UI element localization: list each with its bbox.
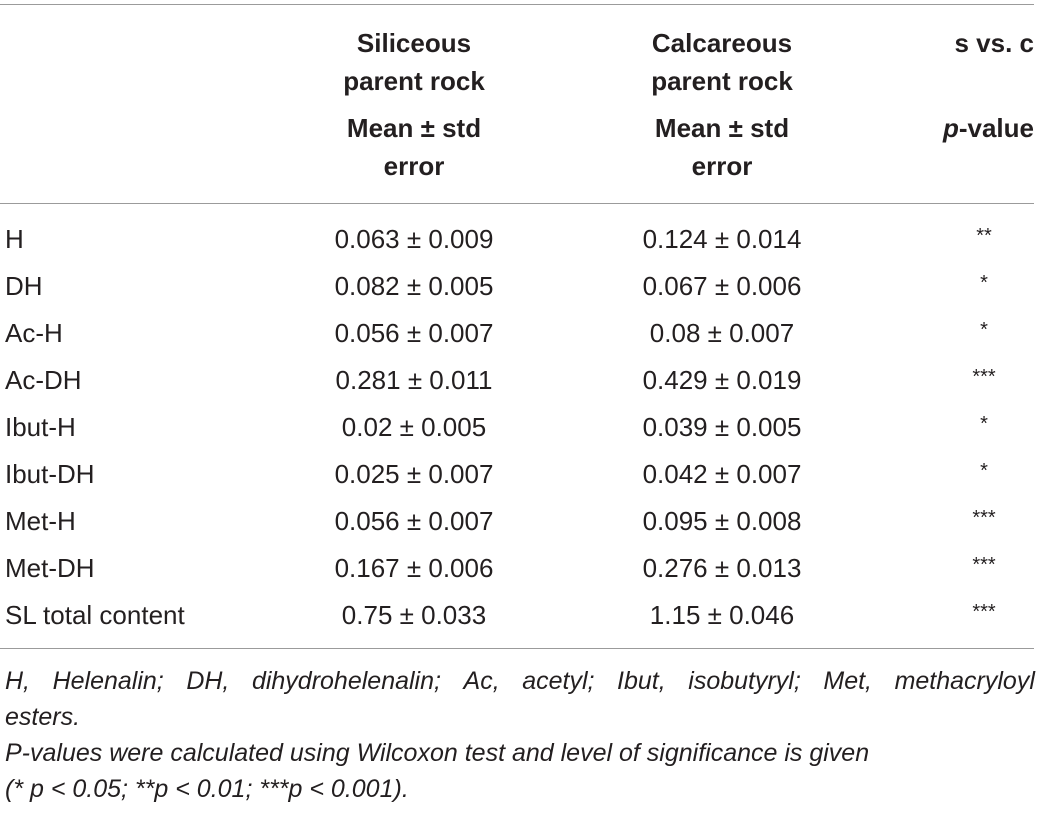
footnote-word: H, bbox=[5, 667, 30, 695]
footnote-word: dihydrohelenalin; bbox=[251, 667, 441, 695]
table-row: SL total content 0.75 ± 0.033 1.15 ± 0.0… bbox=[0, 592, 1034, 639]
row-significance: *** bbox=[972, 554, 996, 576]
table-row: Ac-H 0.056 ± 0.007 0.08 ± 0.007 * bbox=[0, 310, 1034, 357]
table-row: Ibut-H 0.02 ± 0.005 0.039 ± 0.005 * bbox=[0, 404, 1034, 451]
footnote-pvalues: P-values were calculated using Wilcoxon … bbox=[5, 735, 1035, 807]
header-pvalue-label: p-value bbox=[900, 109, 1034, 147]
header-calcareous-line2: parent rock bbox=[651, 66, 793, 96]
footnote-word: isobutyryl; bbox=[688, 667, 801, 695]
footnote-pvalues-line1: P-values were calculated using Wilcoxon … bbox=[5, 739, 870, 767]
row-calcareous-value: 0.08 ± 0.007 bbox=[649, 318, 795, 348]
footnote-word: methacryloyl bbox=[894, 667, 1035, 695]
table-row: Met-DH 0.167 ± 0.006 0.276 ± 0.013 *** bbox=[0, 545, 1034, 592]
row-label: Met-H bbox=[5, 506, 76, 536]
row-calcareous-value: 0.095 ± 0.008 bbox=[642, 506, 802, 536]
header-comparison-label: s vs. c bbox=[954, 28, 1034, 58]
header-siliceous-stat: Mean ± std error bbox=[304, 109, 524, 185]
footnote-abbreviations-line1: H, Helenalin; DH, dihydrohelenalin; Ac, … bbox=[5, 663, 1035, 699]
row-significance: * bbox=[980, 413, 988, 435]
header-siliceous-line2: parent rock bbox=[343, 66, 485, 96]
row-calcareous-value: 0.039 ± 0.005 bbox=[642, 412, 802, 442]
row-significance: *** bbox=[972, 601, 996, 623]
row-siliceous-value: 0.167 ± 0.006 bbox=[334, 553, 494, 583]
header-calcareous-line1: Calcareous bbox=[651, 28, 793, 58]
table-row: Ibut-DH 0.025 ± 0.007 0.042 ± 0.007 * bbox=[0, 451, 1034, 498]
row-siliceous-value: 0.281 ± 0.011 bbox=[335, 365, 493, 395]
footnote-word: Helenalin; bbox=[52, 667, 164, 695]
footnote-word: DH, bbox=[186, 667, 230, 695]
table-row: Met-H 0.056 ± 0.007 0.095 ± 0.008 *** bbox=[0, 498, 1034, 545]
header-calcareous-stat2: error bbox=[691, 151, 753, 181]
footnote-abbreviations-line2: esters. bbox=[5, 703, 81, 731]
footnote-abbreviations: H, Helenalin; DH, dihydrohelenalin; Ac, … bbox=[5, 663, 1035, 735]
footnote-word: Met, bbox=[823, 667, 872, 695]
row-calcareous-value: 0.124 ± 0.014 bbox=[642, 224, 802, 254]
row-siliceous-value: 0.056 ± 0.007 bbox=[334, 318, 494, 348]
header-calcareous-stat1: Mean ± std bbox=[654, 113, 790, 143]
table-row: H 0.063 ± 0.009 0.124 ± 0.014 ** bbox=[0, 216, 1034, 263]
header-calcareous-stat: Mean ± std error bbox=[612, 109, 832, 185]
header-siliceous: Siliceous parent rock bbox=[304, 24, 524, 100]
row-label: Ac-H bbox=[5, 318, 63, 348]
header-comparison: s vs. c bbox=[900, 24, 1034, 62]
row-label: Ibut-H bbox=[5, 412, 76, 442]
table-bottom-rule bbox=[0, 648, 1034, 649]
row-label: Ac-DH bbox=[5, 365, 82, 395]
table-row: DH 0.082 ± 0.005 0.067 ± 0.006 * bbox=[0, 263, 1034, 310]
footnote-word: Ibut, bbox=[617, 667, 666, 695]
row-significance: *** bbox=[972, 507, 996, 529]
row-significance: * bbox=[980, 319, 988, 341]
header-pvalue: p-value bbox=[900, 109, 1034, 147]
row-calcareous-value: 0.429 ± 0.019 bbox=[642, 365, 802, 395]
row-significance: * bbox=[980, 460, 988, 482]
row-siliceous-value: 0.025 ± 0.007 bbox=[334, 459, 494, 489]
row-siliceous-value: 0.082 ± 0.005 bbox=[334, 271, 494, 301]
row-significance: *** bbox=[972, 366, 996, 388]
row-significance: ** bbox=[976, 225, 992, 247]
table-top-rule bbox=[0, 4, 1034, 5]
table-row: Ac-DH 0.281 ± 0.011 0.429 ± 0.019 *** bbox=[0, 357, 1034, 404]
row-siliceous-value: 0.02 ± 0.005 bbox=[341, 412, 487, 442]
row-calcareous-value: 0.276 ± 0.013 bbox=[642, 553, 802, 583]
row-calcareous-value: 0.042 ± 0.007 bbox=[642, 459, 802, 489]
header-pvalue-italic: p bbox=[942, 113, 959, 143]
row-label: H bbox=[5, 224, 24, 254]
row-siliceous-value: 0.75 ± 0.033 bbox=[341, 600, 487, 630]
table-header-rule bbox=[0, 203, 1034, 204]
footnote-word: Ac, bbox=[463, 667, 500, 695]
footnote-pvalues-line2: (* p < 0.05; **p < 0.01; ***p < 0.001). bbox=[5, 775, 409, 803]
row-label: DH bbox=[5, 271, 43, 301]
header-pvalue-rest: -value bbox=[958, 113, 1034, 143]
row-label: Ibut-DH bbox=[5, 459, 95, 489]
header-siliceous-stat1: Mean ± std bbox=[346, 113, 482, 143]
header-siliceous-stat2: error bbox=[383, 151, 445, 181]
row-label: Met-DH bbox=[5, 553, 95, 583]
row-siliceous-value: 0.056 ± 0.007 bbox=[334, 506, 494, 536]
row-calcareous-value: 0.067 ± 0.006 bbox=[642, 271, 802, 301]
row-significance: * bbox=[980, 272, 988, 294]
header-calcareous: Calcareous parent rock bbox=[612, 24, 832, 100]
footnote-word: acetyl; bbox=[522, 667, 595, 695]
row-siliceous-value: 0.063 ± 0.009 bbox=[334, 224, 494, 254]
row-calcareous-value: 1.15 ± 0.046 bbox=[649, 600, 795, 630]
header-siliceous-line1: Siliceous bbox=[356, 28, 472, 58]
row-label: SL total content bbox=[5, 600, 185, 630]
